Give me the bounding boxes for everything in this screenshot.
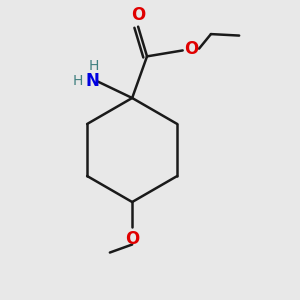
Text: H: H [88,59,99,73]
Text: H: H [73,74,83,88]
Text: O: O [125,230,139,247]
Text: N: N [86,72,100,90]
Text: O: O [184,40,199,58]
Text: O: O [131,6,145,24]
